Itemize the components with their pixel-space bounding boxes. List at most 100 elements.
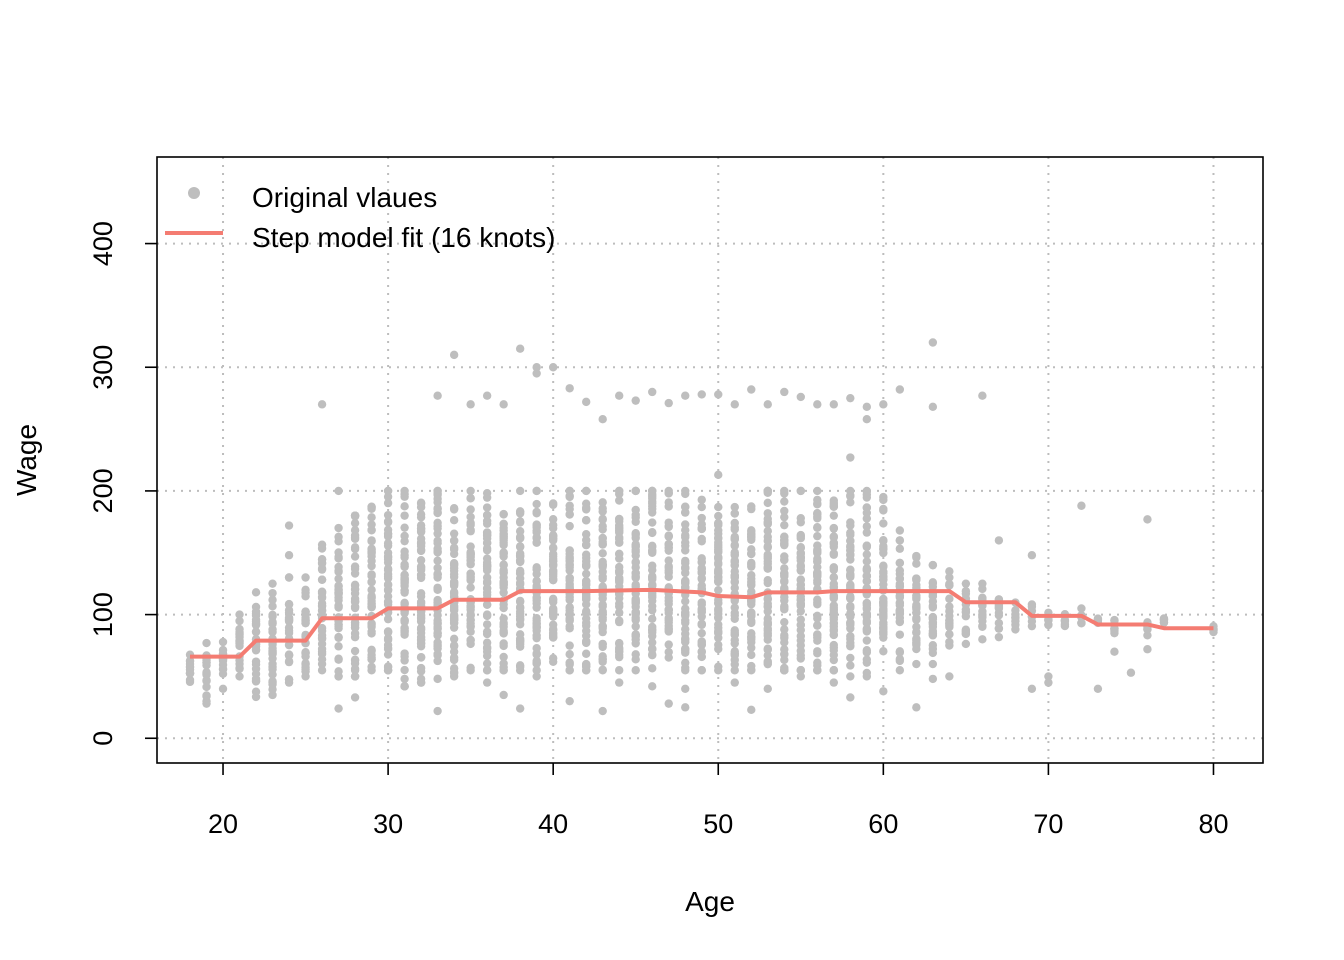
data-point [681, 658, 690, 668]
data-point [780, 631, 789, 640]
data-point [1093, 684, 1103, 693]
data-point [813, 658, 822, 667]
data-point [912, 627, 921, 637]
data-point [581, 569, 591, 578]
data-point [879, 572, 888, 582]
data-point [268, 690, 277, 700]
data-point [1077, 501, 1086, 510]
data-point [482, 643, 492, 652]
data-point [466, 512, 475, 522]
data-point [681, 391, 690, 400]
data-point [631, 599, 640, 608]
data-point [648, 644, 657, 653]
data-point [466, 603, 475, 612]
data-point [747, 531, 756, 541]
data-point [565, 566, 574, 575]
data-point [515, 620, 525, 629]
data-point [433, 583, 442, 592]
data-point [334, 633, 343, 642]
data-point [664, 605, 673, 614]
data-point [879, 400, 888, 409]
data-point [400, 536, 409, 546]
data-point [598, 540, 607, 549]
data-point [548, 620, 558, 629]
data-point [548, 560, 558, 569]
data-point [532, 658, 541, 667]
data-point [697, 598, 706, 607]
data-point [714, 565, 723, 575]
data-point [251, 692, 261, 702]
data-point [796, 595, 805, 604]
data-point [449, 664, 459, 673]
data-point [433, 649, 442, 659]
data-point [400, 581, 409, 591]
data-point [846, 620, 855, 630]
data-point [350, 569, 360, 578]
data-point [268, 643, 277, 653]
data-point [681, 502, 690, 512]
data-point [548, 363, 558, 372]
data-point [416, 545, 426, 554]
data-point [763, 486, 772, 496]
data-point [780, 576, 789, 586]
data-point [631, 650, 640, 659]
data-point [928, 659, 938, 669]
data-point [482, 678, 492, 687]
data-point [383, 510, 393, 520]
data-point [515, 704, 525, 713]
data-point [317, 558, 327, 567]
data-point [235, 616, 244, 626]
data-point [813, 570, 822, 580]
data-point [334, 596, 343, 605]
data-point [532, 486, 541, 496]
data-point [862, 493, 872, 502]
data-point [482, 666, 492, 675]
data-point [763, 626, 772, 635]
x-tick-label: 80 [1198, 809, 1228, 839]
data-point [416, 527, 426, 537]
data-point [730, 400, 739, 409]
data-point [780, 497, 789, 506]
data-point [350, 655, 360, 664]
data-point [714, 644, 723, 654]
data-point [879, 597, 888, 607]
data-point [449, 515, 459, 525]
data-point [945, 637, 954, 647]
data-point [631, 558, 640, 567]
data-point [284, 617, 294, 626]
data-point [515, 662, 525, 672]
data-point [433, 538, 442, 548]
data-point [846, 672, 855, 681]
data-point [581, 606, 591, 616]
data-point [846, 653, 855, 663]
data-point [631, 396, 640, 405]
data-point [945, 581, 954, 590]
data-point [681, 646, 690, 656]
data-point [532, 563, 541, 572]
data-point [747, 611, 756, 620]
data-point [367, 666, 376, 675]
axis-ticks: 20 30 40 50 60 70 80 0 100 200 300 400 [88, 221, 1229, 839]
data-point [581, 614, 591, 623]
data-point [515, 534, 525, 543]
data-point [895, 617, 905, 627]
data-point [383, 574, 393, 583]
data-point [433, 598, 442, 607]
data-point [482, 493, 492, 502]
data-point [548, 606, 558, 616]
data-point [482, 620, 492, 629]
data-point [895, 648, 905, 657]
data-point [846, 565, 855, 574]
data-point [697, 620, 706, 630]
data-point [466, 551, 475, 561]
data-point [400, 600, 409, 609]
data-point [284, 657, 294, 667]
data-point [912, 574, 921, 583]
data-point [400, 550, 409, 560]
data-point [714, 577, 723, 587]
data-point [1044, 672, 1053, 681]
data-point [383, 592, 393, 601]
data-point [416, 498, 426, 507]
legend-marker-points [188, 187, 200, 199]
data-point [317, 647, 327, 656]
